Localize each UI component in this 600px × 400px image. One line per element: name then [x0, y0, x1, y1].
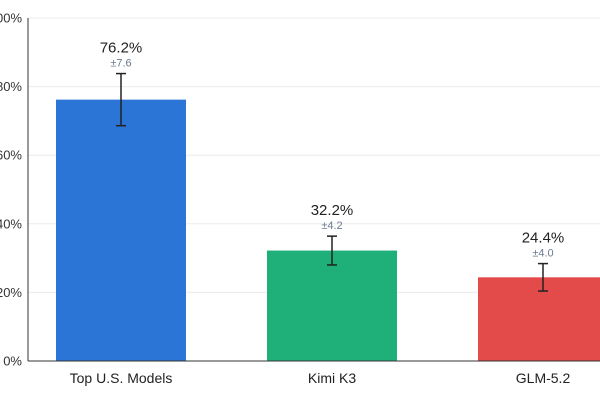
y-tick-label: 20% [0, 285, 22, 300]
y-tick-label: 100% [0, 11, 22, 26]
y-axis-ticks: 0% 20% 40% 60% 80% 100% [0, 11, 22, 369]
bar [267, 250, 397, 361]
bar [478, 277, 600, 361]
x-category-label: GLM-5.2 [516, 370, 571, 386]
value-label: 76.2% [100, 40, 143, 57]
y-tick-label: 40% [0, 216, 22, 231]
value-label: 32.2% [311, 202, 354, 219]
value-label: 24.4% [522, 230, 565, 247]
x-category-label: Kimi K3 [308, 370, 356, 386]
y-tick-label: 80% [0, 79, 22, 94]
x-category-label: Top U.S. Models [70, 370, 173, 386]
data-labels: ±7.676.2% ±4.232.2% ±4.024.4% [100, 40, 565, 260]
error-label: ±7.6 [110, 58, 131, 70]
bar [56, 99, 186, 361]
x-axis-categories: Top U.S. Models Kimi K3 GLM-5.2 [70, 370, 571, 386]
bars [56, 72, 600, 361]
error-label: ±4.0 [532, 248, 553, 260]
y-tick-label: 0% [3, 354, 22, 369]
y-tick-label: 60% [0, 148, 22, 163]
error-label: ±4.2 [321, 220, 342, 232]
